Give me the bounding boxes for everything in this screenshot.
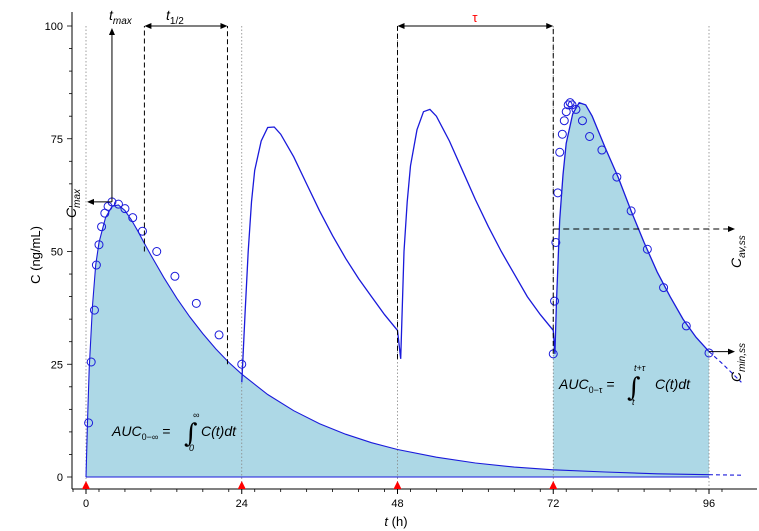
observed-point <box>237 359 247 369</box>
y-axis-title: C (ng/mL) <box>28 226 43 284</box>
observed-point <box>557 129 567 139</box>
tmax-arrow-head <box>108 28 115 35</box>
observed-point <box>561 107 571 117</box>
observed-point <box>585 131 595 141</box>
observed-point <box>97 222 107 232</box>
observed-point <box>659 283 669 293</box>
observed-point <box>626 206 636 216</box>
observed-point <box>91 260 101 270</box>
observed-point <box>89 305 99 315</box>
svg-text:t+τ: t+τ <box>634 363 646 373</box>
observed-point <box>152 247 162 256</box>
observed-point <box>704 348 714 358</box>
observed-point <box>86 357 96 367</box>
cmax-label: Cmax <box>63 188 83 218</box>
svg-text:C(t)dt: C(t)dt <box>655 376 691 392</box>
concentration-curves <box>85 101 742 478</box>
annotations <box>82 23 735 489</box>
auc-tau-area <box>553 102 709 477</box>
integral-sign: ∫ <box>184 419 198 449</box>
y-tick-label: 75 <box>51 134 63 146</box>
dose-marker <box>82 481 90 489</box>
tau-arrow-left <box>397 23 405 29</box>
observed-point <box>128 213 138 223</box>
observed-point <box>214 330 224 340</box>
svg-text:0: 0 <box>189 443 194 453</box>
cmin-label: Cmin,ss <box>728 343 748 382</box>
observed-point <box>571 104 581 114</box>
observed-points <box>84 98 714 428</box>
observed-point <box>170 271 180 281</box>
observed-point <box>94 240 104 250</box>
cav-label: Cav,ss <box>728 235 748 268</box>
thalf-arrow-right <box>220 23 228 29</box>
x-tick-label: 96 <box>703 498 715 510</box>
observed-point <box>559 116 569 126</box>
observed-point <box>612 172 622 182</box>
axes <box>67 12 757 494</box>
observed-point <box>642 244 652 254</box>
observed-point <box>550 296 560 306</box>
observed-point <box>565 98 575 108</box>
y-tick-label: 50 <box>51 247 63 259</box>
y-tick-label: 25 <box>51 359 63 371</box>
observed-point <box>137 226 147 236</box>
x-tick-label: 0 <box>83 498 89 510</box>
observed-point <box>84 418 94 428</box>
observed-point <box>597 145 607 155</box>
y-tick-label: 0 <box>57 472 63 484</box>
svg-text:AUC0−∞ =: AUC0−∞ = <box>111 423 170 442</box>
dose-marker <box>549 481 558 489</box>
auc-infinity-formula: AUC0−∞ = ∫ ∞ 0 C(t)dt <box>111 410 237 453</box>
observed-point <box>553 188 563 198</box>
observed-point <box>113 199 123 209</box>
tick-labels: 0 24 48 72 96 0 25 50 75 100 <box>45 21 715 510</box>
single-dose-curve <box>85 204 710 478</box>
observed-point <box>577 116 587 126</box>
integral-sign: ∫ <box>627 373 641 403</box>
tau-arrow-right <box>546 23 554 29</box>
x-tick-label: 72 <box>547 498 559 510</box>
y-tick-label: 100 <box>45 21 63 33</box>
x-tick-label: 24 <box>236 498 248 510</box>
auc-tau-formula: AUC0−τ = ∫ t+τ t C(t)dt <box>558 363 691 407</box>
single-dose-extrapolation-line <box>708 474 742 476</box>
tmax-label: tmax <box>109 7 133 27</box>
multiple-dose-curve <box>241 101 710 383</box>
observed-point <box>551 237 561 247</box>
svg-text:AUC0−τ =: AUC0−τ = <box>558 376 614 395</box>
tau-label: τ <box>472 10 478 25</box>
observed-point <box>555 147 565 157</box>
observed-point <box>563 100 573 110</box>
cav-ss-arrow-head <box>728 225 735 232</box>
observed-point <box>191 298 201 308</box>
x-axis-title: t (h) <box>384 514 407 529</box>
svg-text:t: t <box>632 397 635 407</box>
cmin-ss-arrow-head <box>728 348 735 355</box>
thalf-label: t1/2 <box>166 7 184 27</box>
svg-text:C(t)dt: C(t)dt <box>201 423 237 439</box>
thalf-arrow-left <box>144 23 152 29</box>
dose-marker <box>393 481 402 489</box>
multiple-dose-extrapolation-line <box>708 351 742 383</box>
observed-point <box>681 321 691 331</box>
x-tick-label: 48 <box>391 498 403 510</box>
dose-marker <box>237 481 246 489</box>
cmax-arrow-head <box>87 198 94 205</box>
svg-text:∞: ∞ <box>193 410 199 420</box>
observed-point <box>120 204 130 214</box>
